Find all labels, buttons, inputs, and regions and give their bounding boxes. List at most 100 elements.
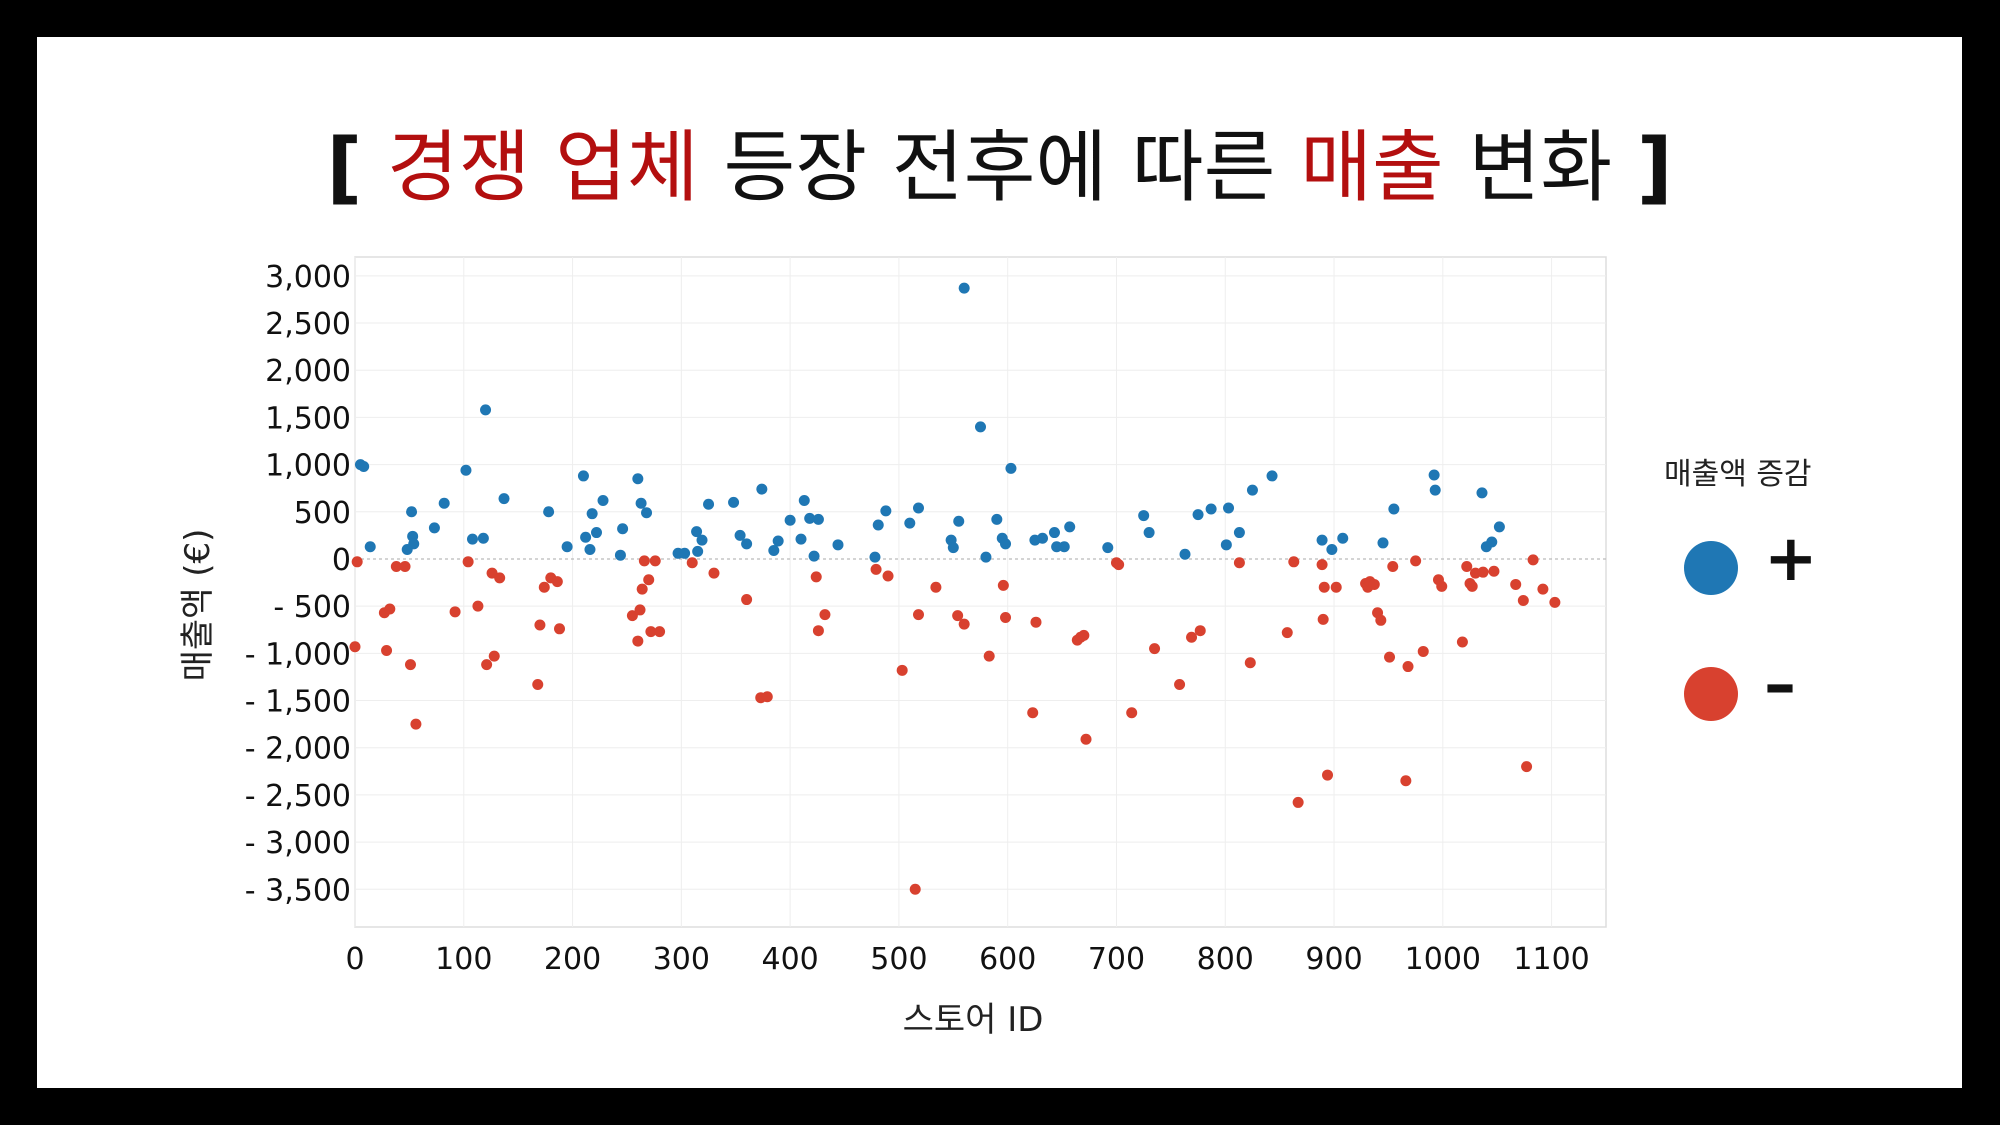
title-open-bracket: [ bbox=[326, 123, 363, 213]
data-point-negative bbox=[1030, 616, 1042, 628]
data-point-negative bbox=[1000, 611, 1012, 623]
data-point-negative bbox=[1149, 643, 1161, 655]
data-point-positive bbox=[577, 470, 589, 482]
data-points bbox=[349, 282, 1561, 895]
data-point-positive bbox=[590, 527, 602, 539]
data-point-positive bbox=[584, 544, 596, 556]
y-tick-label: 1,000 bbox=[265, 449, 351, 484]
data-point-negative bbox=[494, 572, 506, 584]
x-tick-label: 100 bbox=[435, 942, 492, 977]
data-point-positive bbox=[498, 493, 510, 505]
data-point-negative bbox=[649, 555, 661, 567]
data-point-negative bbox=[1517, 594, 1529, 606]
data-point-positive bbox=[1429, 484, 1441, 496]
data-point-negative bbox=[1417, 645, 1429, 657]
scatter-chart: 0 100 200 300 400 500 600 700 800 900 1000 1100 3,0… bbox=[178, 256, 1607, 1040]
data-point-negative bbox=[1400, 775, 1412, 787]
data-point-negative bbox=[384, 603, 396, 615]
data-point-negative bbox=[1527, 554, 1539, 566]
data-point-negative bbox=[1233, 557, 1245, 569]
data-point-positive bbox=[696, 534, 708, 546]
data-point-negative bbox=[1510, 578, 1522, 590]
data-point-positive bbox=[904, 517, 916, 529]
y-tick-label: 2,500 bbox=[265, 307, 351, 342]
data-point-negative bbox=[399, 561, 411, 573]
legend-label-negative: – bbox=[1764, 648, 1796, 722]
data-point-negative bbox=[1375, 614, 1387, 626]
x-axis-label: 스토어 ID bbox=[903, 1000, 1044, 1040]
data-point-positive bbox=[991, 513, 1003, 525]
data-point-negative bbox=[1410, 555, 1422, 567]
data-point-negative bbox=[1436, 580, 1448, 592]
data-point-positive bbox=[912, 502, 924, 514]
data-point-positive bbox=[812, 513, 824, 525]
data-point-positive bbox=[703, 498, 715, 510]
data-point-negative bbox=[1402, 661, 1414, 673]
data-point-positive bbox=[728, 496, 740, 508]
data-point-negative bbox=[654, 626, 666, 638]
data-point-positive bbox=[691, 526, 703, 538]
data-point-positive bbox=[832, 539, 844, 551]
title-text-middle: 등장 전후에 따른 bbox=[723, 123, 1276, 213]
data-point-negative bbox=[1292, 796, 1304, 808]
data-point-positive bbox=[768, 544, 780, 556]
data-point-positive bbox=[947, 542, 959, 554]
x-tick-label: 400 bbox=[761, 942, 818, 977]
y-tick-label: 0 bbox=[332, 543, 351, 578]
data-point-negative bbox=[1322, 769, 1334, 781]
data-point-negative bbox=[1186, 631, 1198, 643]
data-point-positive bbox=[808, 550, 820, 562]
data-point-positive bbox=[1220, 539, 1232, 551]
y-tick-label: - 2,500 bbox=[245, 779, 351, 814]
data-point-positive bbox=[543, 506, 555, 518]
data-point-negative bbox=[643, 574, 655, 586]
x-tick-label: 600 bbox=[979, 942, 1036, 977]
data-point-positive bbox=[1223, 502, 1235, 514]
data-point-negative bbox=[1080, 733, 1092, 745]
data-point-positive bbox=[1316, 534, 1328, 546]
data-point-negative bbox=[1521, 761, 1533, 773]
data-point-positive bbox=[1005, 462, 1017, 474]
data-point-negative bbox=[909, 883, 921, 895]
data-point-negative bbox=[1316, 559, 1328, 571]
data-point-positive bbox=[784, 514, 796, 526]
data-point-negative bbox=[538, 581, 550, 593]
x-tick-label: 900 bbox=[1305, 942, 1362, 977]
data-point-positive bbox=[1246, 484, 1258, 496]
data-point-negative bbox=[1549, 596, 1561, 608]
data-point-negative bbox=[381, 645, 393, 657]
data-point-positive bbox=[1138, 510, 1150, 522]
title-close-bracket: ] bbox=[1636, 123, 1673, 213]
data-point-positive bbox=[1205, 503, 1217, 515]
data-point-positive bbox=[1337, 532, 1349, 544]
data-point-negative bbox=[634, 604, 646, 616]
data-point-positive bbox=[1000, 538, 1012, 550]
data-point-positive bbox=[1102, 542, 1114, 554]
data-point-negative bbox=[819, 609, 831, 621]
data-point-positive bbox=[586, 508, 598, 520]
data-point-negative bbox=[1078, 629, 1090, 641]
data-point-positive bbox=[364, 541, 376, 553]
data-point-negative bbox=[1384, 651, 1396, 663]
y-axis-label: 매출액 (€) bbox=[178, 529, 218, 682]
data-point-negative bbox=[1288, 556, 1300, 568]
y-tick-label: 1,500 bbox=[265, 401, 351, 436]
data-point-positive bbox=[1326, 544, 1338, 556]
x-tick-label: 800 bbox=[1197, 942, 1254, 977]
data-point-positive bbox=[980, 551, 992, 563]
data-point-positive bbox=[1388, 503, 1400, 515]
data-point-negative bbox=[1194, 625, 1206, 637]
legend-title: 매출액 증감 bbox=[1664, 457, 1812, 492]
data-point-negative bbox=[390, 561, 402, 573]
data-point-negative bbox=[1466, 580, 1478, 592]
y-tick-label: - 3,500 bbox=[245, 873, 351, 908]
data-point-negative bbox=[472, 600, 484, 612]
data-point-positive bbox=[617, 523, 629, 535]
data-point-positive bbox=[679, 547, 691, 559]
y-tick-label: - 1,000 bbox=[245, 637, 351, 672]
data-point-negative bbox=[741, 594, 753, 606]
x-tick-label: 700 bbox=[1088, 942, 1145, 977]
data-point-negative bbox=[1368, 578, 1380, 590]
data-point-positive bbox=[869, 551, 881, 563]
data-point-positive bbox=[477, 532, 489, 544]
